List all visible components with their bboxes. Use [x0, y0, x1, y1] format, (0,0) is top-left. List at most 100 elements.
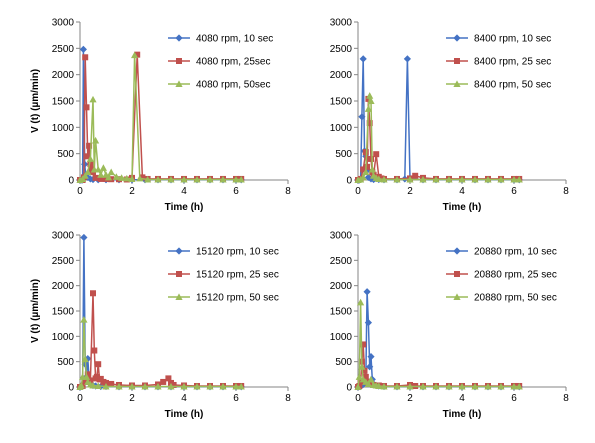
data-point: [219, 382, 227, 390]
legend-entry-2: 4080 rpm, 25sec: [168, 57, 271, 68]
data-point: [355, 373, 363, 380]
legend-label: 15120 rpm, 25 sec: [196, 270, 279, 281]
chart-panel-3: 0 500 1000 1500 2000 2500 3000 0 2 4 6 8 Time (h) V (…: [30, 231, 291, 421]
data-point: [419, 175, 427, 183]
y-tick-label: 1500: [52, 97, 75, 108]
data-point: [237, 382, 245, 390]
data-point: [360, 341, 367, 348]
data-point: [458, 175, 466, 183]
series-line: [357, 95, 520, 181]
x-tick-label: 8: [563, 393, 569, 404]
x-tick-label: 4: [181, 393, 187, 404]
y-tick-label: 2500: [52, 44, 75, 55]
data-point: [118, 174, 126, 181]
data-point: [403, 55, 411, 63]
legend-swatch-marker: [453, 293, 461, 300]
legend-label: 8400 rpm, 25 sec: [474, 57, 551, 68]
data-point: [358, 113, 366, 121]
x-tick-label: 0: [355, 186, 361, 197]
data-point: [108, 380, 115, 387]
chart-panel-4: 0 500 1000 1500 2000 2500 3000 0 2 4 6 8 Time (h) 208…: [330, 231, 569, 421]
data-point: [366, 120, 373, 127]
legend-entry-1: 8400 rpm, 10 sec: [446, 34, 551, 45]
data-point: [360, 166, 367, 173]
legend-swatch-marker: [175, 80, 183, 87]
data-point: [445, 382, 453, 390]
data-point: [165, 375, 172, 382]
data-point: [84, 371, 91, 378]
data-point: [112, 173, 120, 180]
data-point: [364, 163, 371, 170]
data-point: [484, 175, 492, 183]
data-point: [362, 149, 369, 156]
data-point: [84, 153, 91, 160]
y-tick-label: 1000: [330, 123, 353, 134]
data-point: [366, 92, 374, 99]
data-point: [193, 175, 201, 183]
data-point: [363, 166, 371, 175]
data-point: [123, 174, 131, 182]
y-tick-label: 500: [335, 149, 352, 160]
data-point: [154, 382, 162, 390]
x-axis-title: Time (h): [443, 202, 482, 213]
data-point: [206, 382, 214, 390]
data-point: [82, 373, 91, 380]
data-point: [206, 175, 214, 183]
data-point: [458, 382, 466, 390]
data-point: [373, 151, 380, 158]
y-tick-label: 500: [57, 357, 74, 368]
chart-panel-2: 0 500 1000 1500 2000 2500 3000 0 2 4 6 8 Time (h) 840…: [330, 18, 569, 214]
data-point: [144, 175, 152, 183]
chart-panel-1: 0 500 1000 1500 2000 2500 3000 0 2 4 6 8 Time (h) V (…: [30, 18, 291, 214]
y-axis-title: V (t) (µm/min): [30, 279, 41, 343]
data-point: [362, 373, 369, 380]
data-point: [105, 173, 113, 181]
data-point: [89, 95, 97, 103]
data-point: [484, 382, 492, 390]
series-line: [357, 98, 520, 181]
data-point: [95, 361, 102, 368]
data-point: [102, 382, 110, 390]
legend-label: 8400 rpm, 10 sec: [474, 34, 551, 45]
data-point: [237, 175, 245, 183]
data-point: [97, 175, 104, 182]
series-line: [79, 237, 242, 388]
data-point: [167, 382, 175, 390]
data-point: [180, 175, 188, 183]
data-point: [368, 155, 374, 162]
data-point: [445, 175, 453, 183]
data-point: [99, 164, 107, 171]
data-point: [86, 142, 93, 149]
x-tick-label: 4: [181, 186, 187, 197]
legend-label: 4080 rpm, 25sec: [196, 57, 271, 68]
data-point: [97, 171, 105, 178]
data-point: [510, 382, 518, 390]
y-tick-label: 3000: [52, 18, 75, 29]
legend-swatch-marker: [175, 293, 183, 300]
x-tick-label: 6: [511, 393, 517, 404]
x-tick-label: 8: [285, 186, 291, 197]
legend-entry-1: 4080 rpm, 10 sec: [168, 34, 273, 45]
x-tick-label: 6: [511, 186, 517, 197]
x-axis-title: Time (h): [165, 409, 204, 420]
x-tick-label: 6: [233, 393, 239, 404]
data-point: [367, 97, 375, 104]
data-point: [359, 173, 367, 181]
y-tick-label: 1500: [330, 307, 353, 318]
data-point: [357, 298, 365, 306]
data-point: [363, 288, 371, 296]
y-tick-label: 2500: [330, 256, 353, 267]
data-point: [128, 382, 136, 390]
data-point: [406, 382, 414, 390]
data-point: [83, 104, 90, 111]
legend-label: 4080 rpm, 50sec: [196, 80, 271, 91]
data-point: [361, 367, 368, 374]
data-point: [419, 382, 427, 390]
y-tick-label: 3000: [330, 18, 353, 29]
x-tick-label: 8: [563, 186, 569, 197]
data-point: [90, 290, 96, 297]
series-line: [79, 319, 242, 388]
data-point: [89, 381, 97, 389]
x-tick-label: 0: [77, 393, 83, 404]
y-tick-label: 3000: [330, 231, 353, 242]
